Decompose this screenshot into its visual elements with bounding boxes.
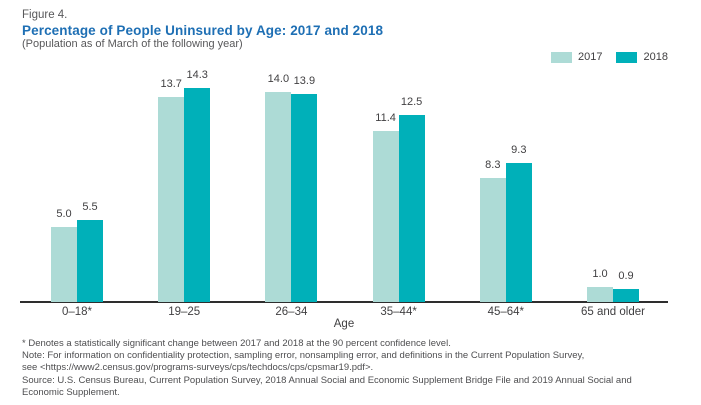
legend-swatch-2018 <box>616 51 638 63</box>
bar-2017-19-25 <box>158 96 185 302</box>
bar-2017-65-and-older <box>587 287 613 302</box>
category-label-26-34: 26–34 <box>275 306 308 318</box>
bar-2018-45-64 <box>505 162 532 302</box>
footnote-line: * Denotes a statistically significant ch… <box>22 338 451 349</box>
bar-2017-26-34 <box>265 92 292 302</box>
footnote-line: Economic Supplement. <box>22 386 120 398</box>
legend-label-2018: 2018 <box>643 51 668 63</box>
legend-item-2017: 2017 <box>551 51 602 63</box>
value-label-2017-35-44: 11.4 <box>375 112 396 124</box>
value-label-2017-45-64: 8.3 <box>485 158 501 171</box>
legend-label-2017: 2017 <box>578 51 603 63</box>
bar-2018-0-18 <box>77 219 103 302</box>
value-label-2018-35-44: 12.5 <box>400 95 423 108</box>
chart-legend: 2017 2018 <box>551 51 668 63</box>
x-axis-title: Age <box>333 318 355 330</box>
value-label-2018-26-34: 13.9 <box>293 74 316 87</box>
footnote-line: Source: U.S. Census Bureau, Current Popu… <box>22 374 632 386</box>
value-label-2018-0-18: 5.5 <box>82 200 98 213</box>
bar-2018-35-44 <box>398 114 425 302</box>
category-label-19-25: 19–25 <box>168 306 201 318</box>
footnote-line: Note: For information on confidentiality… <box>22 350 585 362</box>
value-label-2017-19-25: 13.7 <box>160 77 182 90</box>
bar-2018-65-and-older <box>613 288 639 302</box>
figure-title: Percentage of People Uninsured by Age: 2… <box>22 23 384 38</box>
bar-2018-19-25 <box>184 87 211 302</box>
x-axis-line <box>20 301 668 303</box>
category-label-35-44: 35–44* <box>380 306 417 318</box>
figure-label: Figure 4. <box>22 9 68 21</box>
category-label-0-18: 0–18* <box>61 306 93 318</box>
value-label-2017-65-and-older: 1.0 <box>592 268 608 280</box>
value-label-2017-26-34: 14.0 <box>267 73 290 85</box>
value-label-2018-19-25: 14.3 <box>186 68 208 81</box>
figure-subtitle: (Population as of March of the following… <box>22 38 243 50</box>
bar-2017-45-64 <box>479 177 506 302</box>
value-label-2018-65-and-older: 0.9 <box>618 269 634 282</box>
bar-2017-0-18 <box>51 227 77 302</box>
value-label-2017-0-18: 5.0 <box>56 208 72 220</box>
category-label-65-and-older: 65 and older <box>581 306 645 318</box>
footnotes: * Denotes a statistically significant ch… <box>22 338 692 399</box>
legend-item-2018: 2018 <box>616 51 668 63</box>
bar-2017-35-44 <box>372 131 399 302</box>
legend-swatch-2017 <box>551 51 572 63</box>
bar-2018-26-34 <box>291 93 318 302</box>
footnote-line: see <https://www2.census.gov/programs-su… <box>22 362 374 374</box>
value-label-2018-45-64: 9.3 <box>511 143 527 156</box>
category-label-45-64: 45–64* <box>487 306 525 318</box>
